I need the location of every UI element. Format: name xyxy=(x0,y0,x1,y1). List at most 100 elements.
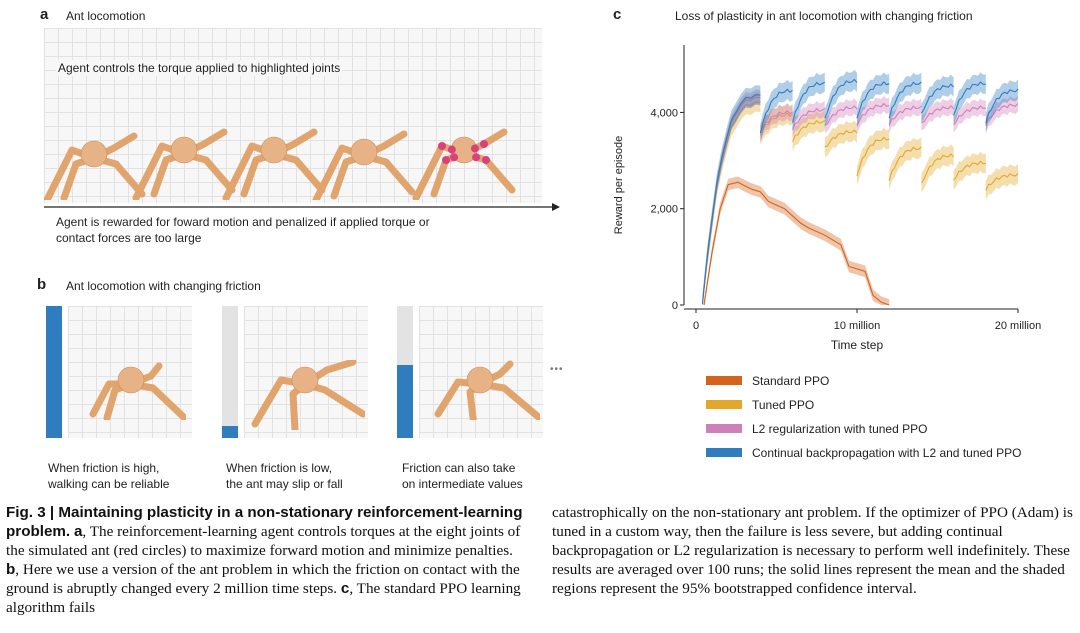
ant-joint xyxy=(472,153,481,162)
x-tick-label: 0 xyxy=(693,320,699,332)
confidence-band xyxy=(857,72,890,128)
series-line xyxy=(856,102,890,126)
ant-body xyxy=(291,366,319,394)
confidence-band xyxy=(824,69,857,128)
legend-label: Tuned PPO xyxy=(752,398,815,412)
reward-chart: 0 2,000 4,000 0 10 million 20 million Time ste… xyxy=(613,45,1041,352)
series-line xyxy=(920,153,954,184)
series-line xyxy=(985,88,1019,124)
legend-swatch xyxy=(706,376,742,385)
series-line xyxy=(920,83,954,114)
friction-level-fill xyxy=(46,306,62,438)
ant-body xyxy=(170,136,198,164)
caption-b-text: , Here we use a version of the ant probl… xyxy=(6,561,520,597)
series-line xyxy=(953,160,986,181)
y-tick-label: 2,000 xyxy=(650,204,678,216)
confidence-band xyxy=(985,163,1018,201)
series-line xyxy=(759,110,793,134)
friction-bar-high xyxy=(46,306,62,438)
series-line xyxy=(856,136,890,177)
y-tick-label: 4,000 xyxy=(650,107,678,119)
ant-grid-floor xyxy=(44,28,542,203)
confidence-band xyxy=(760,103,793,141)
figure-label: Fig. 3 | Maintaining plasticity in a non… xyxy=(6,504,523,540)
ant-body xyxy=(117,366,145,394)
ant-body xyxy=(260,136,288,164)
confidence-band xyxy=(921,144,954,193)
series-line xyxy=(701,94,761,305)
series-line xyxy=(759,88,793,134)
panel-a-top-text: Agent controls the torque applied to hig… xyxy=(56,60,343,76)
friction-bar-low xyxy=(222,306,238,438)
ant-intermediate-friction-illustration xyxy=(434,360,540,420)
y-tick-label: 0 xyxy=(672,300,678,312)
ant-body xyxy=(350,138,378,166)
confidence-band xyxy=(702,85,761,305)
confidence-band xyxy=(824,120,857,157)
panel-c-letter: c xyxy=(613,6,622,23)
legend-swatch xyxy=(706,424,742,433)
ant-sequence-illustration xyxy=(44,128,516,200)
series-line xyxy=(792,81,826,123)
confidence-band xyxy=(921,98,954,131)
legend-swatch xyxy=(706,400,742,409)
series-line xyxy=(759,112,793,136)
x-tick-label: 10 million xyxy=(834,320,880,332)
confidence-band xyxy=(760,79,793,143)
series-line xyxy=(953,81,986,116)
caption-c-letter: c xyxy=(340,580,350,597)
panel-a-letter: a xyxy=(40,6,49,23)
confidence-band xyxy=(824,98,857,133)
series-line xyxy=(888,146,922,181)
ant-body xyxy=(466,366,494,394)
friction-low-line1: When friction is low, xyxy=(226,461,333,475)
friction-low-line2: the ant may slip or fall xyxy=(226,477,343,491)
friction-bar-intermediate xyxy=(397,306,413,438)
series-line xyxy=(953,105,986,126)
caption-a-letter: a xyxy=(73,523,83,540)
ant-joint xyxy=(482,156,490,164)
confidence-band xyxy=(792,72,825,133)
confidence-band xyxy=(792,100,825,138)
x-tick-label: 20 million xyxy=(995,320,1041,332)
series-line xyxy=(888,105,922,126)
confidence-band xyxy=(704,176,890,305)
series-line xyxy=(888,81,922,119)
series-line xyxy=(985,103,1019,126)
panel-b-letter: b xyxy=(37,276,47,293)
y-axis-label: Reward per episode xyxy=(613,136,625,234)
series-line xyxy=(985,172,1019,191)
series-line xyxy=(792,107,826,130)
caption-c-text: , The standard PPO learning algorithm fa… xyxy=(6,580,521,616)
forward-motion-arrow xyxy=(44,203,560,211)
confidence-band xyxy=(857,127,890,186)
series-line xyxy=(856,81,890,119)
caption-a-text: , The reinforcement-learning agent contr… xyxy=(6,523,521,559)
caption-b-letter: b xyxy=(6,561,16,578)
ant-joint xyxy=(450,153,459,162)
friction-level-fill xyxy=(222,426,238,438)
ant-low-friction-illustration xyxy=(251,360,365,430)
legend-label: Standard PPO xyxy=(752,374,830,388)
caption-right: catastrophically on the non-stationary a… xyxy=(552,504,1073,597)
legend-swatch xyxy=(706,448,742,457)
confidence-band xyxy=(985,95,1018,134)
panel-c-title: Loss of plasticity in ant locomotion wit… xyxy=(675,9,973,23)
ant-joint xyxy=(442,156,450,164)
friction-high-line1: When friction is high, xyxy=(48,461,160,475)
confidence-band xyxy=(889,72,922,128)
legend-label: L2 regularization with tuned PPO xyxy=(752,422,928,436)
ant-joint xyxy=(438,142,446,150)
friction-high-line2: walking can be reliable xyxy=(48,477,170,491)
confidence-band xyxy=(953,151,986,190)
ant-body xyxy=(80,140,108,168)
ant-high-friction-illustration xyxy=(89,362,186,420)
confidence-band xyxy=(702,92,761,306)
more-ellipsis: ••• xyxy=(550,364,564,375)
friction-intermediate-line2: on intermediate values xyxy=(402,477,523,491)
caption-left: Fig. 3 | Maintaining plasticity in a non… xyxy=(6,503,526,617)
friction-level-fill xyxy=(397,365,413,438)
ant-joint xyxy=(471,144,479,153)
ant-joint xyxy=(447,145,456,154)
panel-a-bottom-text-2: contact forces are too large xyxy=(56,231,202,245)
